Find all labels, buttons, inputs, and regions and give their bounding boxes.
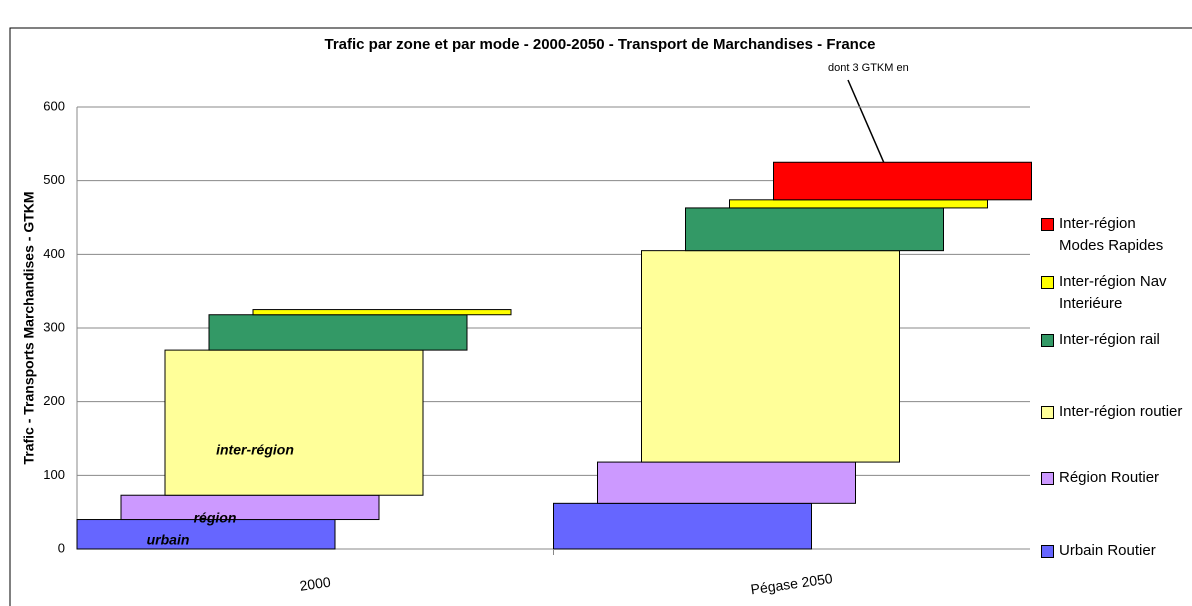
annotation: région [194,510,237,526]
y-tick-label: 100 [43,467,65,482]
annotation: urbain [147,532,190,548]
bar-segment [553,502,812,550]
y-tick-label: 400 [43,246,65,261]
bar-segment [164,349,424,496]
y-tick-label: 200 [43,393,65,408]
bar-segment [76,519,336,550]
legend-label: Région Routier [1059,469,1160,486]
bar-segment [252,309,512,316]
bar-segment [729,199,988,209]
bar-segment [208,314,468,351]
annotation: inter-région [216,442,294,458]
legend-label: Urbain Routier [1059,542,1156,559]
legend-label: Inter-région rail [1059,331,1160,348]
legend-label: Inter-région routier [1059,403,1183,420]
legend-swatch [1041,276,1054,289]
legend-swatch [1041,218,1054,231]
x-tick-label: Pégase 2050 [750,570,834,597]
x-tick-label: 2000 [299,574,332,594]
bar-segment [120,494,380,521]
y-tick-label: 0 [58,540,65,555]
y-tick-label: 600 [43,98,65,113]
legend-swatch [1041,334,1054,347]
legend-label: Inter-région Nav Interiéure [1059,273,1167,312]
bar-segment [641,250,900,463]
bar-segment [597,461,856,504]
y-tick-label: 300 [43,319,65,334]
legend-label: Inter-région Modes Rapides [1059,215,1164,254]
annotation: dont 3 GTKM en [828,62,909,74]
legend-swatch [1041,472,1054,485]
chart-frame [9,27,1192,606]
chart-title: Trafic par zone et par mode - 2000-2050 … [324,36,875,53]
legend-swatch [1041,406,1054,419]
bar-segment [773,161,1032,201]
legend-swatch [1041,545,1054,558]
bar-segment [685,207,944,252]
y-tick-label: 500 [43,172,65,187]
y-axis-title: Trafic - Transports Marchandises - GTKM [21,191,37,464]
